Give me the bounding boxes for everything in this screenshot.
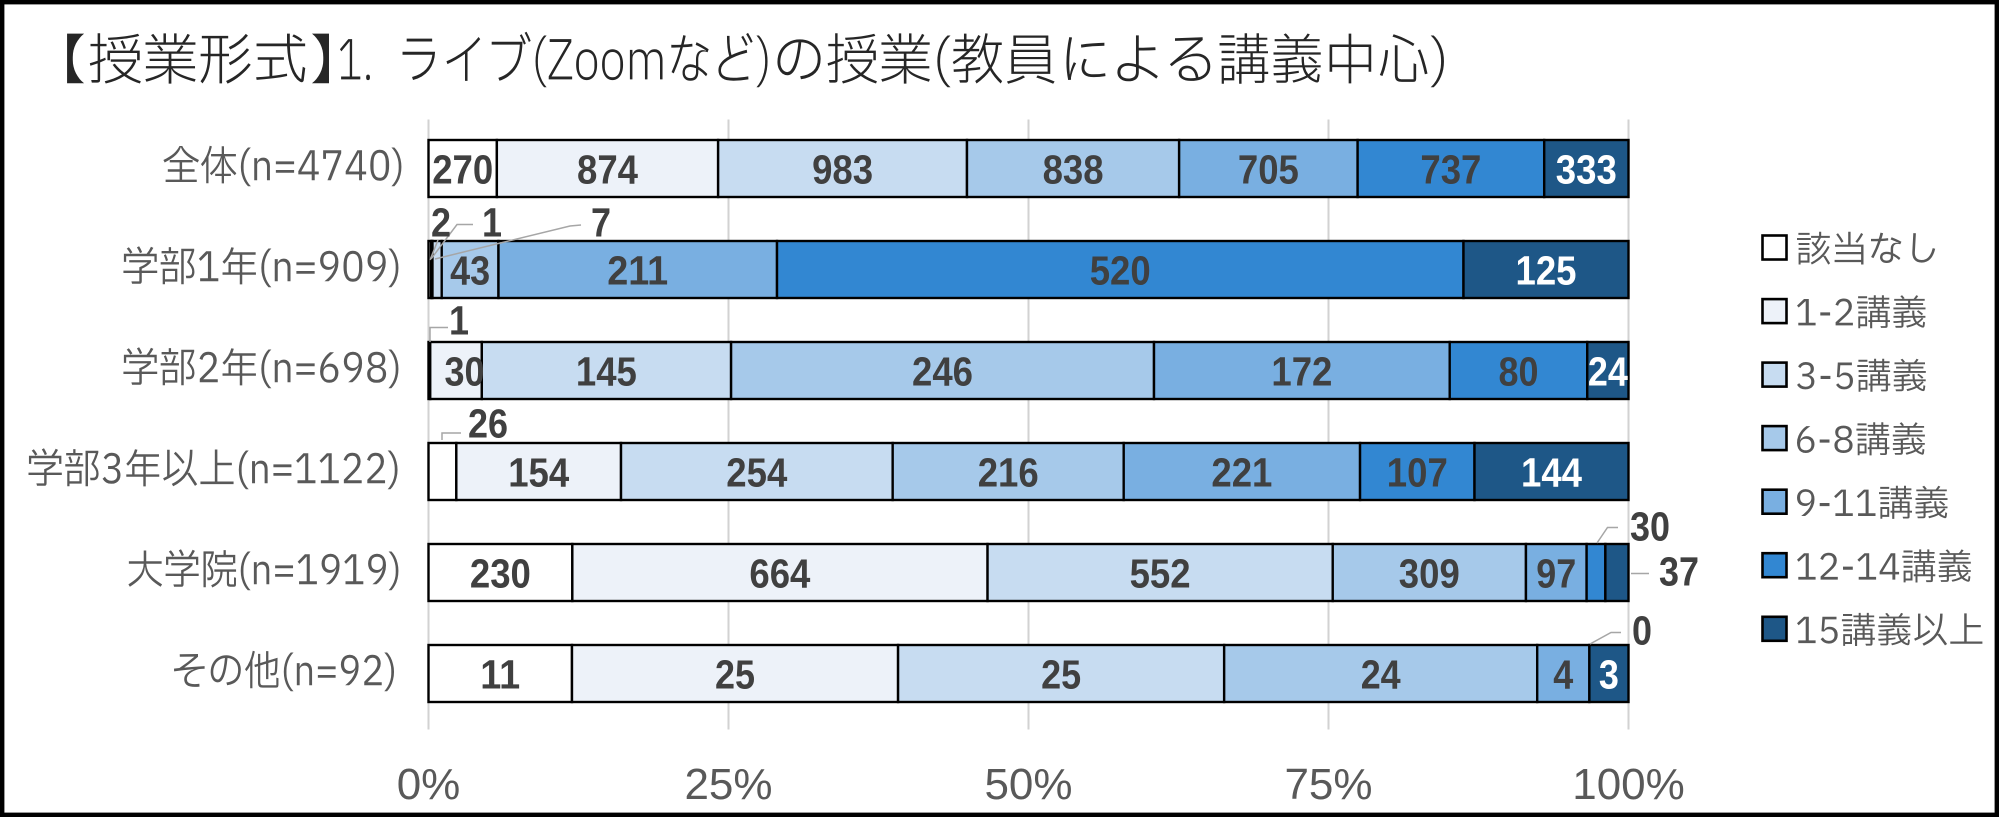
svg-text:154: 154 bbox=[508, 450, 569, 496]
svg-text:25%: 25% bbox=[684, 760, 772, 809]
svg-text:30: 30 bbox=[445, 349, 485, 395]
svg-text:25: 25 bbox=[1041, 652, 1081, 698]
svg-text:520: 520 bbox=[1090, 248, 1151, 294]
svg-text:309: 309 bbox=[1399, 551, 1460, 597]
svg-text:144: 144 bbox=[1521, 450, 1582, 496]
svg-text:107: 107 bbox=[1387, 450, 1448, 496]
svg-text:80: 80 bbox=[1499, 349, 1539, 395]
svg-text:983: 983 bbox=[812, 147, 873, 193]
svg-text:0%: 0% bbox=[397, 760, 461, 809]
svg-text:664: 664 bbox=[749, 551, 810, 597]
svg-text:230: 230 bbox=[470, 551, 531, 597]
svg-text:246: 246 bbox=[912, 349, 973, 395]
svg-text:838: 838 bbox=[1043, 147, 1104, 193]
svg-text:2: 2 bbox=[431, 200, 451, 246]
svg-text:145: 145 bbox=[576, 349, 637, 395]
svg-text:11: 11 bbox=[480, 652, 520, 698]
svg-text:172: 172 bbox=[1271, 349, 1332, 395]
svg-text:97: 97 bbox=[1536, 551, 1576, 597]
svg-text:737: 737 bbox=[1420, 147, 1481, 193]
svg-text:874: 874 bbox=[577, 147, 638, 193]
svg-text:37: 37 bbox=[1659, 549, 1699, 595]
svg-text:125: 125 bbox=[1516, 248, 1577, 294]
svg-text:3: 3 bbox=[1599, 652, 1619, 698]
svg-text:211: 211 bbox=[607, 248, 668, 294]
svg-text:43: 43 bbox=[450, 248, 490, 294]
svg-text:24: 24 bbox=[1588, 349, 1628, 395]
svg-text:254: 254 bbox=[726, 450, 787, 496]
svg-text:1: 1 bbox=[482, 200, 502, 246]
svg-text:1: 1 bbox=[449, 298, 469, 344]
svg-text:26: 26 bbox=[468, 401, 508, 447]
svg-text:552: 552 bbox=[1130, 551, 1191, 597]
svg-text:30: 30 bbox=[1630, 504, 1670, 550]
svg-text:75%: 75% bbox=[1284, 760, 1372, 809]
svg-text:4: 4 bbox=[1553, 652, 1573, 698]
svg-text:705: 705 bbox=[1238, 147, 1299, 193]
svg-text:24: 24 bbox=[1361, 652, 1401, 698]
svg-text:270: 270 bbox=[432, 147, 493, 193]
svg-text:216: 216 bbox=[978, 450, 1039, 496]
svg-text:100%: 100% bbox=[1572, 760, 1685, 809]
svg-text:50%: 50% bbox=[984, 760, 1072, 809]
svg-text:333: 333 bbox=[1556, 147, 1617, 193]
svg-text:25: 25 bbox=[715, 652, 755, 698]
svg-text:221: 221 bbox=[1211, 450, 1272, 496]
svg-text:7: 7 bbox=[591, 200, 611, 246]
svg-text:0: 0 bbox=[1632, 608, 1652, 654]
